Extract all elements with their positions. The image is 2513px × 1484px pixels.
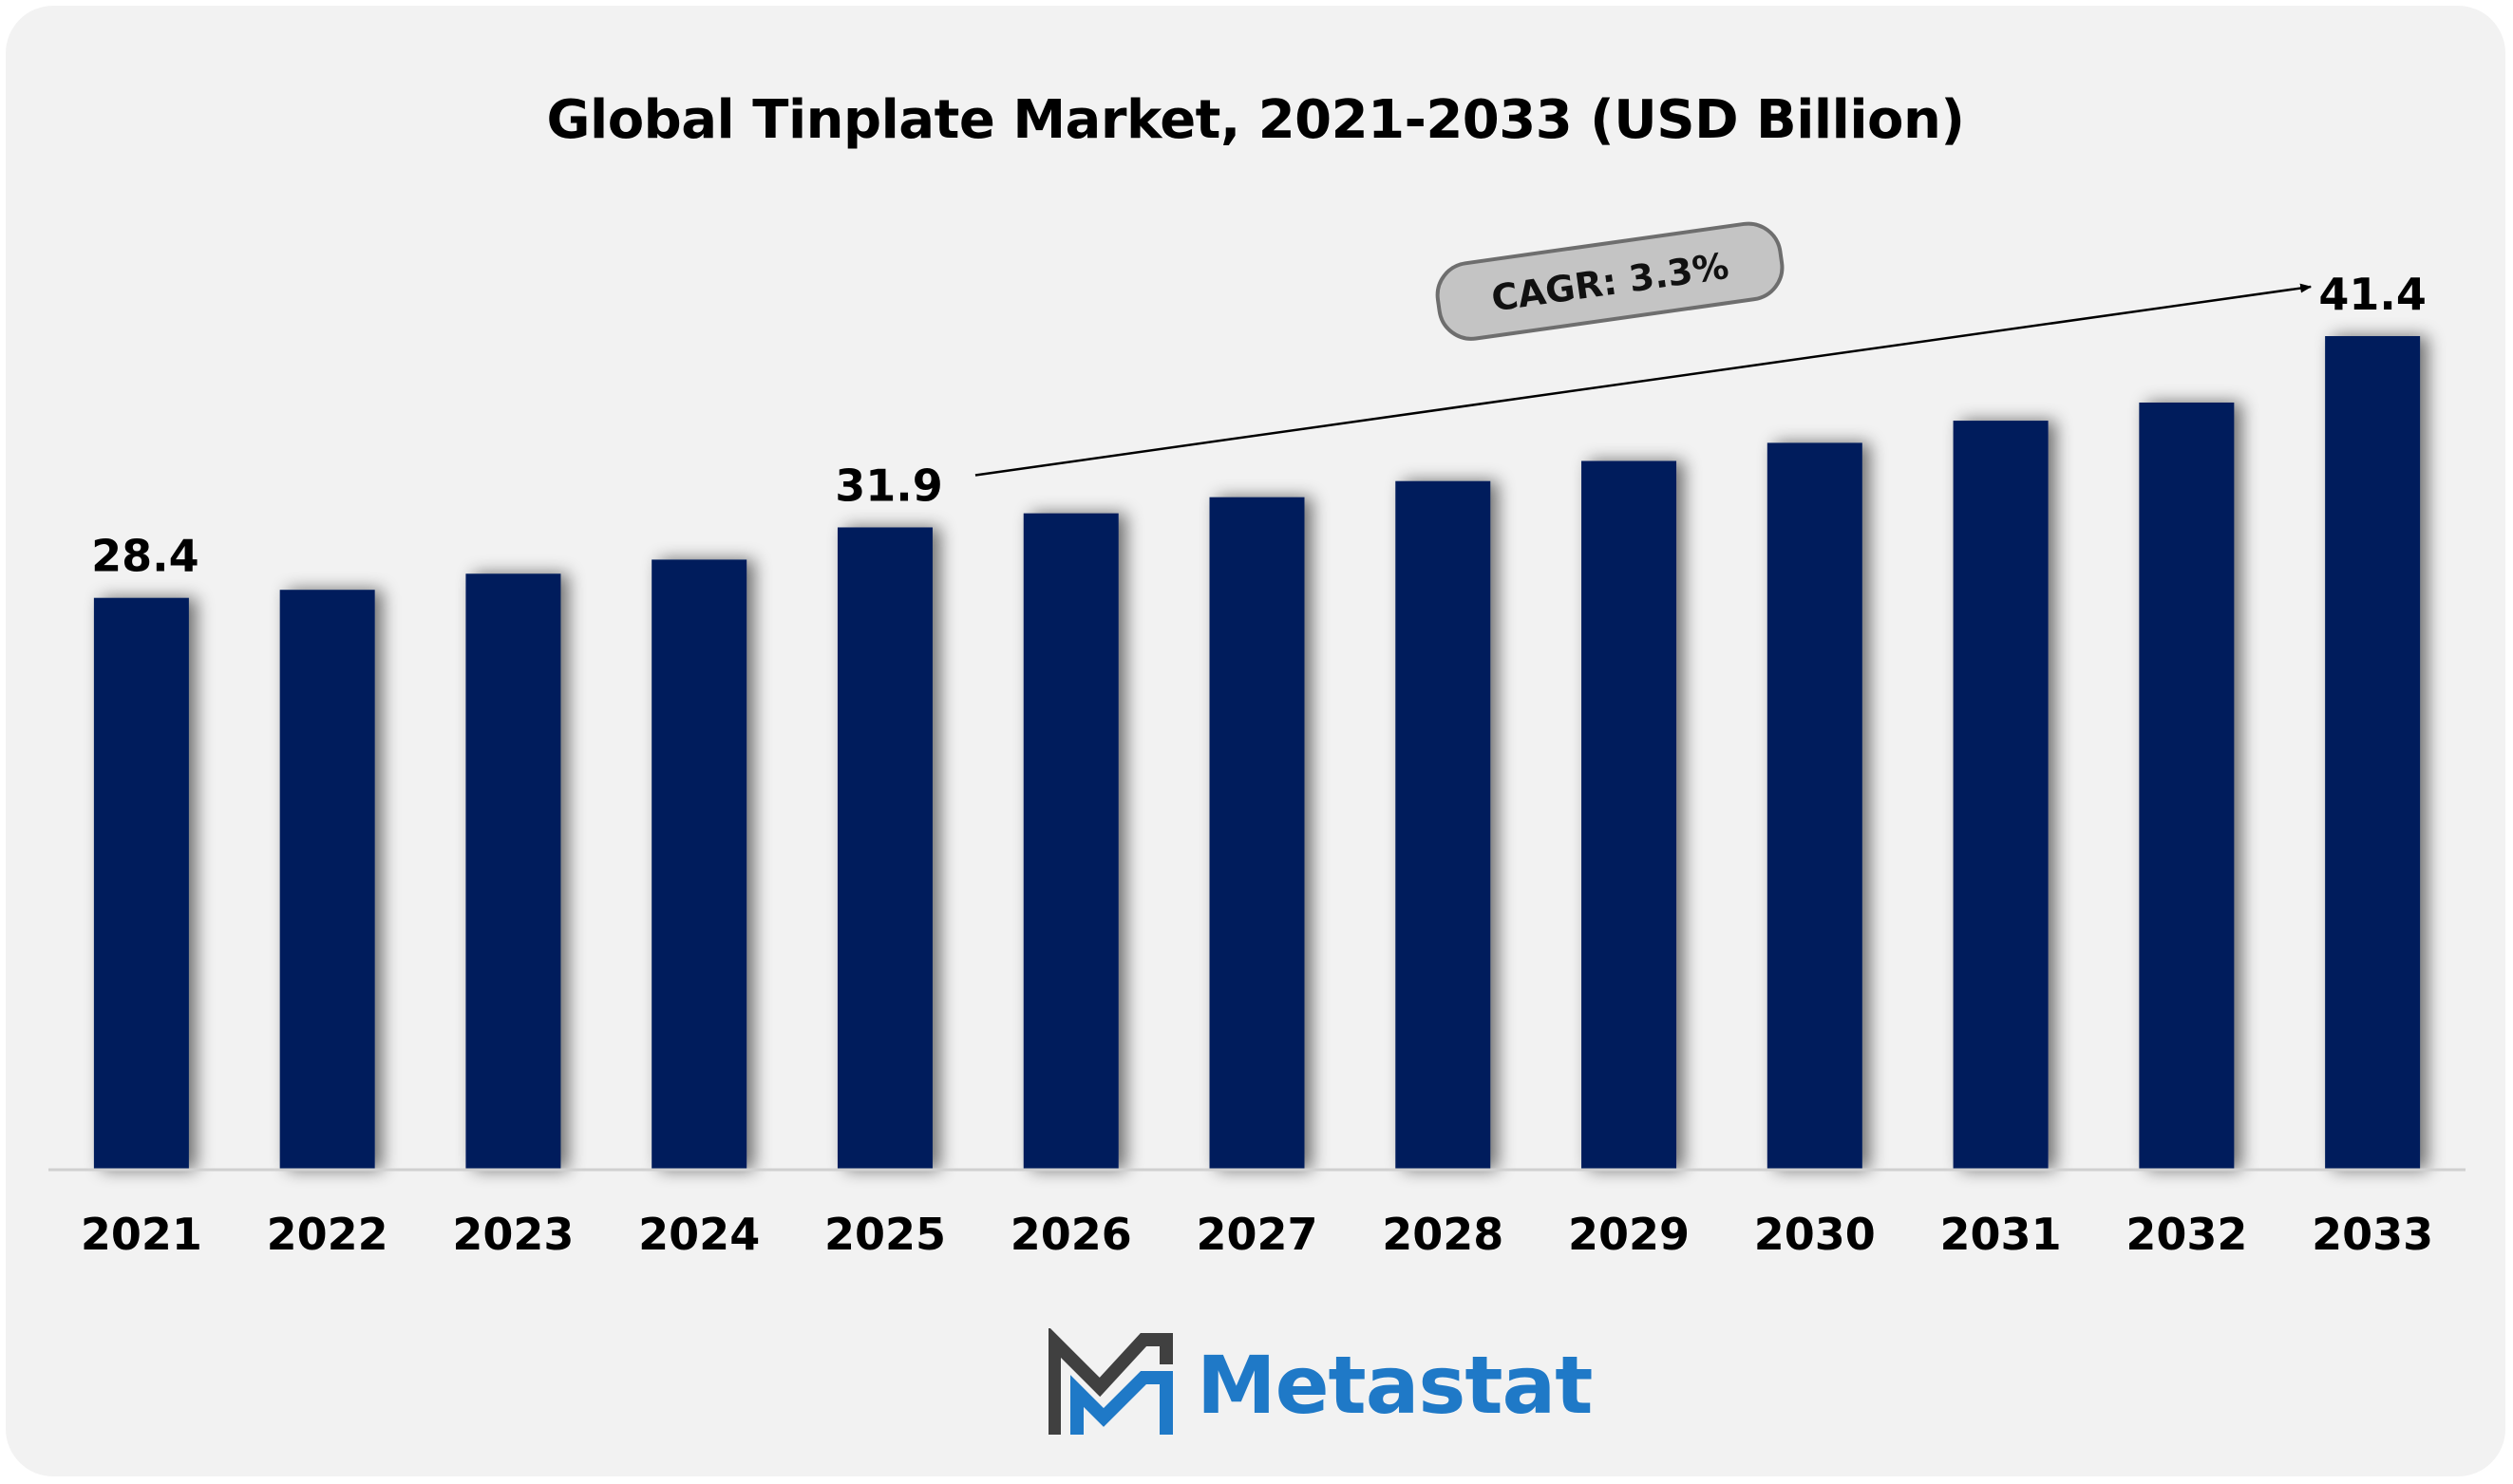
bar-2024 [652,559,747,1170]
data-label-2021: 28.4 [91,531,199,582]
chart-card: Global Tinplate Market, 2021-2033 (USD B… [6,6,2505,1476]
x-tick-2021: 2021 [81,1209,202,1260]
chart-title: Global Tinplate Market, 2021-2033 (USD B… [546,89,1965,151]
metastat-m-logo-icon [1049,1328,1173,1435]
cagr-annotation: CAGR: 3.3% [974,221,2313,477]
metastat-logo: Metastat [1049,1324,1618,1447]
x-tick-2028: 2028 [1382,1209,1503,1260]
x-tick-2027: 2027 [1196,1209,1317,1260]
cagr-arrow [974,283,2313,477]
x-tick-2026: 2026 [1011,1209,1132,1260]
bar-2028 [1395,480,1491,1170]
bar-2025 [837,527,933,1170]
data-label-2033: 41.4 [2318,269,2427,320]
bar-2031 [1953,421,2049,1170]
cagr-pill-shape [1435,221,1785,341]
x-tick-2030: 2030 [1754,1209,1876,1260]
x-tick-2031: 2031 [1940,1209,2062,1260]
bar-2033 [2325,336,2421,1170]
x-tick-2025: 2025 [824,1209,946,1260]
x-tick-2032: 2032 [2126,1209,2247,1260]
bar-chart: 2021 2022 2023 2024 2025 2026 2027 2028 2029 2030… [48,221,2466,1260]
bar-2026 [1023,513,1119,1170]
cagr-pill: CAGR: 3.3% [1435,221,1785,341]
data-labels: 28.4 31.9 41.4 [91,269,2427,582]
bar-2032 [2139,402,2235,1171]
bar-2023 [465,573,561,1170]
bar-2030 [1767,442,1862,1170]
bar-2027 [1209,497,1305,1170]
bar-2029 [1581,460,1677,1170]
bar-2022 [279,590,375,1170]
x-tick-2022: 2022 [267,1209,388,1260]
x-tick-2023: 2023 [452,1209,574,1260]
bars-group [93,336,2421,1171]
x-tick-2033: 2033 [2312,1209,2433,1260]
x-tick-2024: 2024 [638,1209,760,1260]
brand-name: Metastat [1197,1339,1593,1432]
x-tick-2029: 2029 [1568,1209,1690,1260]
data-label-2025: 31.9 [835,460,943,511]
bar-2021 [93,597,189,1170]
x-tick-labels: 2021 2022 2023 2024 2025 2026 2027 2028 2029 2030… [81,1209,2433,1260]
